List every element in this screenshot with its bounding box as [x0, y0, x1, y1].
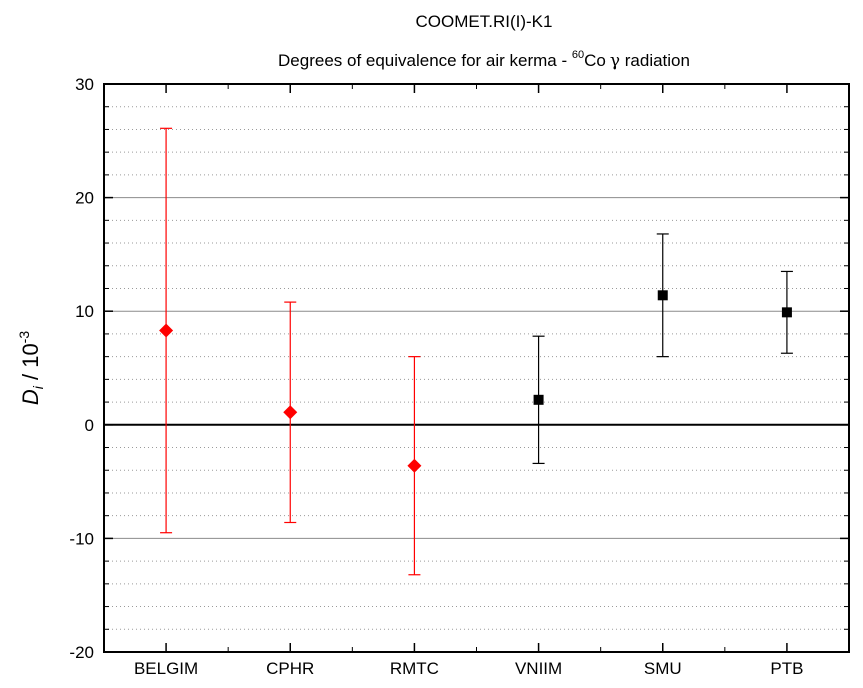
x-tick-label: CPHR	[266, 659, 314, 678]
major-grid	[104, 198, 849, 539]
y-tick-label: 0	[85, 416, 94, 435]
y-axis-label: Di / 10-3	[16, 331, 46, 405]
chart-title: COOMET.RI(I)-K1	[416, 12, 553, 31]
error-bars	[160, 128, 793, 574]
minor-grid	[104, 107, 849, 630]
y-tick-label: -10	[69, 529, 94, 548]
x-tick-label: PTB	[770, 659, 803, 678]
x-tick-labels: BELGIM CPHR RMTC VNIIM SMU PTB	[134, 659, 803, 678]
diamond-marker	[159, 324, 173, 338]
y-tick-label: 20	[75, 189, 94, 208]
x-tick-label: BELGIM	[134, 659, 198, 678]
y-tick-label: 30	[75, 75, 94, 94]
diamond-marker	[283, 405, 297, 419]
y-tick-label: -20	[69, 643, 94, 662]
axis-ticks	[104, 84, 849, 652]
y-tick-labels: -20 -10 0 10 20 30	[69, 75, 94, 662]
plot-frame	[104, 84, 849, 652]
x-tick-label: RMTC	[390, 659, 439, 678]
square-marker	[782, 307, 792, 317]
square-marker	[658, 290, 668, 300]
chart-subtitle: Degrees of equivalence for air kerma - 6…	[278, 49, 690, 71]
y-tick-label: 10	[75, 302, 94, 321]
diamond-marker	[407, 459, 421, 473]
x-tick-label: SMU	[644, 659, 682, 678]
x-tick-label: VNIIM	[515, 659, 562, 678]
square-marker	[534, 395, 544, 405]
data-markers	[159, 290, 792, 472]
